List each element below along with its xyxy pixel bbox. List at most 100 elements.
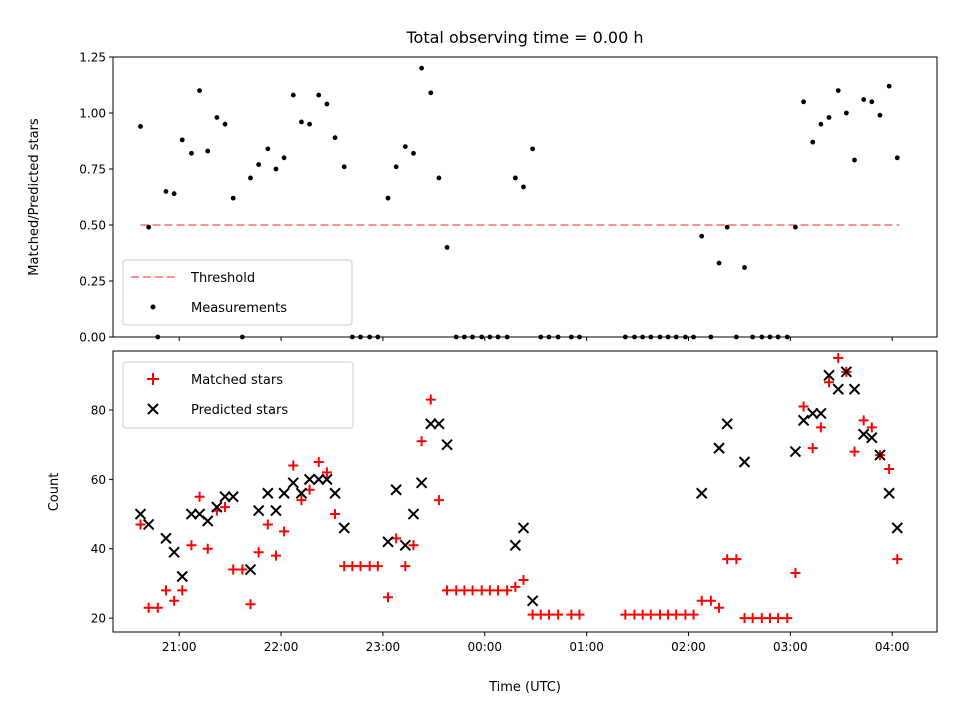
matched-star-point <box>169 595 180 606</box>
measurement-point <box>222 121 228 127</box>
predicted-star-point <box>219 490 231 503</box>
matched-star-point <box>773 613 784 624</box>
x-tick-label: 21:00 <box>162 640 197 654</box>
measurement-point <box>699 233 705 239</box>
matched-star-point <box>884 463 895 474</box>
bottom-panel-counts: Count Time (UTC) 20 40 60 80 21:00 22:00 23:0… <box>47 350 938 695</box>
x-tick-label: 22:00 <box>264 640 299 654</box>
predicted-star-point <box>329 487 341 499</box>
matched-star-point <box>245 599 256 610</box>
predicted-star-point <box>142 518 155 531</box>
measurement-point <box>810 139 816 145</box>
measurement-point <box>436 175 442 181</box>
y-ratio-tick-label: 0.75 <box>79 163 106 177</box>
predicted-star-point <box>789 445 802 458</box>
matched-star-point <box>858 415 869 426</box>
predicted-star-point <box>696 487 708 499</box>
matched-star-point <box>688 609 699 620</box>
predicted-star-point <box>134 508 147 520</box>
predicted-star-point <box>797 414 810 427</box>
matched-star-point <box>313 457 324 468</box>
y-axis-label-ratio: Matched/Predicted stars <box>27 118 42 276</box>
measurement-point <box>189 150 194 156</box>
y-axis-label-count: Count <box>47 473 62 512</box>
matched-star-point <box>160 585 171 596</box>
matched-star-point <box>408 540 419 551</box>
matched-star-point <box>620 609 631 620</box>
matched-star-point <box>747 613 758 624</box>
measurement-point <box>444 245 450 250</box>
measurement-point <box>197 88 202 93</box>
measurement-point <box>341 164 347 170</box>
y-ratio-tick-label: 1.25 <box>79 51 106 65</box>
measurement-point <box>818 121 824 127</box>
measurement-point <box>742 265 747 270</box>
predicted-star-point <box>252 504 265 517</box>
predicted-star-point <box>295 487 308 499</box>
measurement-point <box>171 191 177 197</box>
x-tick-label: 03:00 <box>773 640 808 654</box>
measurement-point <box>869 99 875 105</box>
predicted-star-point <box>848 383 861 395</box>
matched-star-point <box>186 540 197 551</box>
measurement-point <box>273 166 279 172</box>
matched-star-point <box>416 436 427 447</box>
predicted-star-point <box>262 487 274 499</box>
y-ratio-tick-label: 0.25 <box>79 275 106 289</box>
predicted-star-point <box>176 570 188 583</box>
predicted-star-point <box>185 508 198 520</box>
measurement-point <box>316 92 322 98</box>
matched-star-point <box>321 467 332 478</box>
y-ratio-tick-label: 1.00 <box>79 107 106 121</box>
predicted-star-point <box>160 532 172 545</box>
predicted-star-point <box>832 383 844 395</box>
matched-star-point <box>510 581 521 592</box>
y-ratio-tick-label: 0.50 <box>79 219 106 233</box>
matched-star-point <box>714 602 725 613</box>
matched-star-point <box>220 502 231 513</box>
predicted-star-point <box>415 477 428 489</box>
matched-star-point <box>288 460 299 471</box>
measurement-point <box>793 224 798 230</box>
predicted-star-point <box>433 418 445 430</box>
predicted-star-point <box>807 407 819 420</box>
matched-star-point <box>892 554 903 565</box>
legend-measurements-label: Measurements <box>191 301 287 316</box>
legend-bottom: Matched stars Predicted stars <box>122 361 354 429</box>
predicted-star-point <box>399 539 412 551</box>
predicted-star-point <box>823 369 835 381</box>
measurement-point <box>385 195 391 201</box>
matched-star-point <box>696 595 707 606</box>
predicted-star-point <box>313 473 325 486</box>
legend-threshold-label: Threshold <box>190 271 255 286</box>
legend-matched-swatch <box>147 373 159 385</box>
predicted-star-point <box>891 522 903 534</box>
matched-star-point <box>502 585 513 596</box>
predicted-star-point <box>721 418 733 430</box>
matched-star-point <box>296 495 307 506</box>
measurement-point <box>332 135 338 141</box>
x-tick-label: 23:00 <box>366 640 401 654</box>
matched-star-point <box>433 495 444 506</box>
measurement-point <box>716 260 722 266</box>
predicted-star-point <box>738 456 751 468</box>
y-ticks-count: 20 40 60 80 <box>91 403 113 626</box>
matched-star-point <box>253 547 264 558</box>
predicted-star-point <box>211 501 223 513</box>
matched-star-point <box>833 352 844 363</box>
matched-star-point <box>355 561 366 572</box>
matched-star-point <box>372 561 383 572</box>
matched-star-point <box>194 491 205 502</box>
predicted-star-point <box>278 487 290 499</box>
x-tick-label: 01:00 <box>569 640 604 654</box>
measurement-point <box>248 175 253 181</box>
legend-predicted-swatch <box>147 403 159 415</box>
measurement-point <box>205 148 211 154</box>
predicted-star-point <box>303 473 316 486</box>
matched-star-point <box>731 554 742 565</box>
matched-star-point <box>262 519 273 530</box>
legend-box <box>122 259 353 326</box>
measurement-point <box>512 175 518 181</box>
predicted-star-point <box>857 428 870 440</box>
